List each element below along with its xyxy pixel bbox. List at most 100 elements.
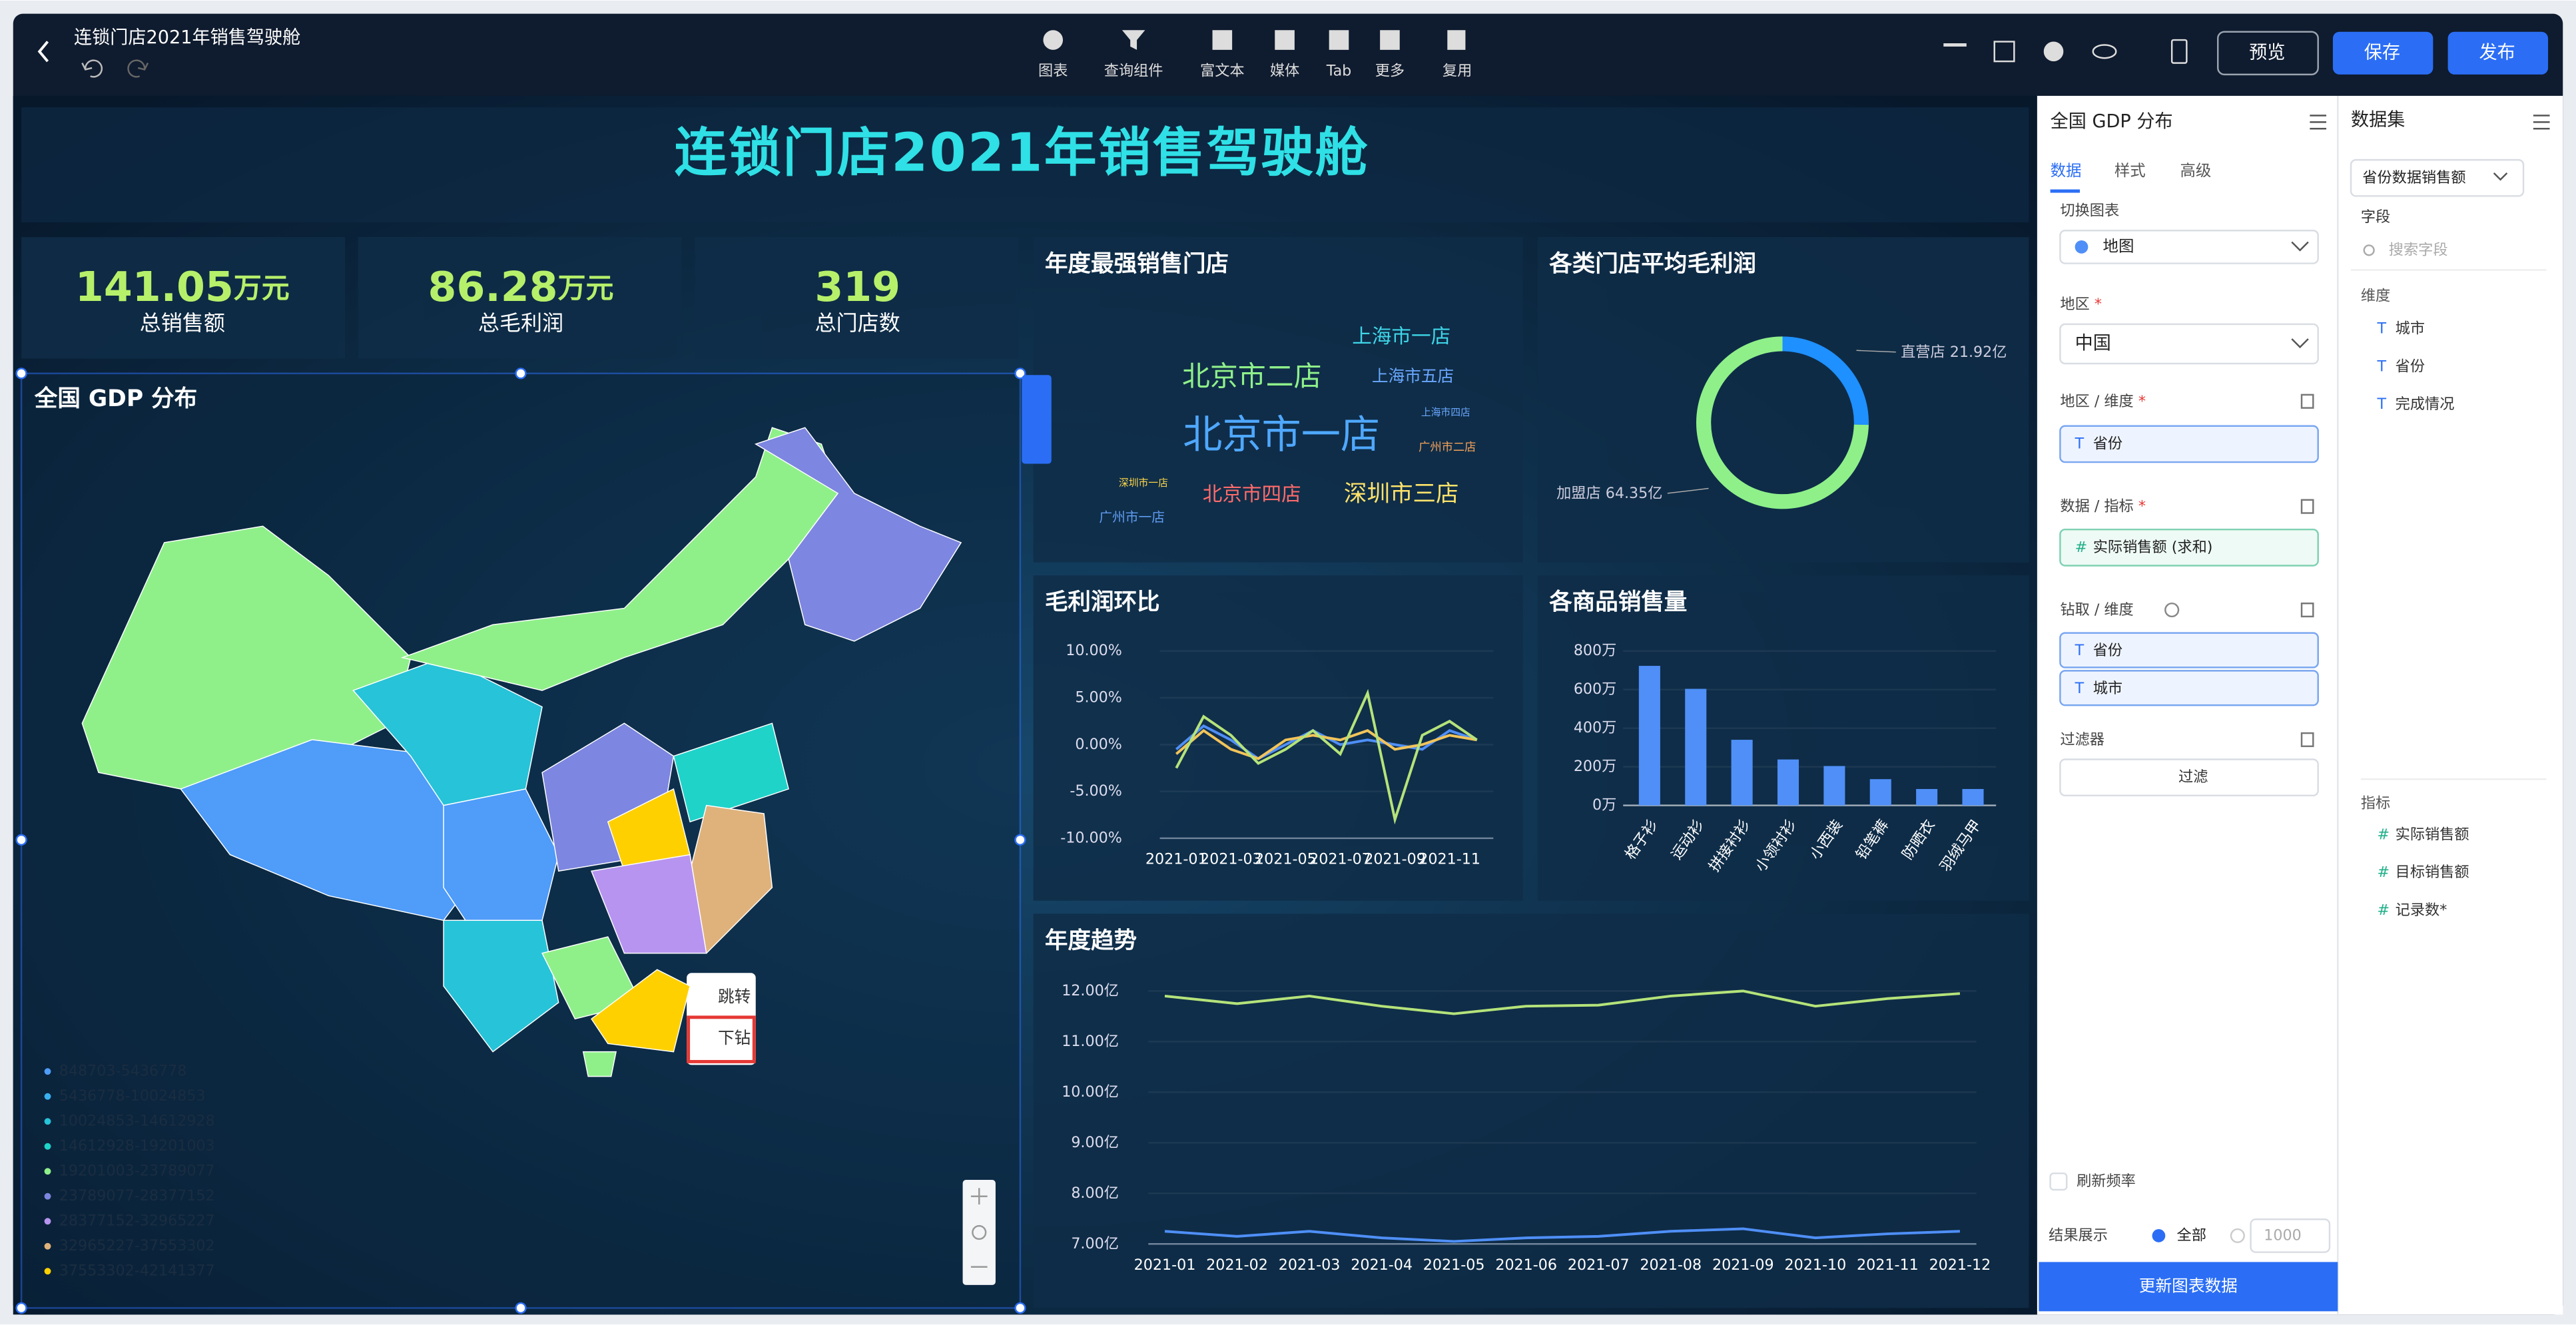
delete-icon[interactable] (2300, 499, 2314, 514)
tab[interactable]: 样式 (2114, 161, 2146, 180)
field-icon: T (2075, 642, 2085, 659)
publish-button[interactable] (2447, 31, 2549, 75)
more-icon[interactable] (1380, 30, 1400, 50)
field-label: 过滤器 (2060, 730, 2104, 748)
limit-input[interactable] (2250, 1218, 2331, 1253)
delete-icon[interactable] (2300, 394, 2314, 409)
field-name[interactable]: 记录数* (2396, 902, 2447, 919)
field-box[interactable] (2059, 632, 2319, 668)
series-line (1175, 728, 1478, 760)
menu-icons[interactable] (2310, 115, 2550, 130)
field-name[interactable]: 实际销售额 (2396, 826, 2469, 844)
menu-item[interactable]: 下钻 (718, 1028, 751, 1047)
media-icon[interactable] (1275, 30, 1295, 50)
field-name[interactable]: 城市 (2396, 320, 2425, 338)
kpi-value: 86.28万元 (428, 263, 614, 311)
back-button[interactable] (37, 41, 49, 63)
field-icon: # (2378, 902, 2390, 919)
doc-title: 连锁门店2021年销售驾驶舱 (74, 27, 300, 48)
handle[interactable] (15, 1302, 27, 1314)
kpi-card (695, 237, 1019, 359)
field-name[interactable]: 目标销售额 (2396, 864, 2469, 881)
legend-label: 28377152-32965227 (59, 1212, 215, 1230)
label-text: 切换图表 (2060, 202, 2119, 219)
hide-icon[interactable] (2092, 44, 2117, 59)
legend-dot (44, 1192, 51, 1200)
mobile-icon[interactable] (2170, 39, 2188, 64)
x-tick-label: 2021-05 (1423, 1256, 1485, 1274)
select[interactable] (2059, 323, 2319, 365)
undo-button[interactable] (81, 59, 103, 78)
province[interactable] (400, 427, 838, 691)
legend-label: 32965227-37553302 (59, 1237, 215, 1254)
slice-category: 直营店 (1901, 343, 1945, 360)
bar (1823, 766, 1845, 806)
word: 深圳市三店 (1344, 481, 1459, 507)
province[interactable] (591, 969, 691, 1053)
field-box[interactable] (2059, 670, 2319, 706)
field-box[interactable] (2059, 425, 2319, 463)
province[interactable] (591, 854, 707, 954)
handle[interactable] (15, 834, 27, 846)
redo-button[interactable] (127, 59, 149, 78)
query-icon[interactable] (1122, 30, 1145, 50)
y-tick-label: 10.00% (1066, 642, 1122, 659)
delete-icon[interactable] (2300, 732, 2314, 748)
handle[interactable] (515, 368, 527, 380)
word: 上海市四店 (1421, 407, 1470, 418)
card (1033, 914, 2029, 1308)
province[interactable] (754, 427, 962, 642)
handle[interactable] (1014, 368, 1026, 380)
field-box[interactable] (2059, 528, 2319, 567)
bar (1916, 788, 1938, 806)
handle[interactable] (15, 368, 27, 380)
legend-dot (44, 1093, 51, 1100)
dashboard-title: 连锁门店2021年销售驾驶舱 (675, 123, 1369, 184)
legend-dot (44, 1242, 51, 1250)
tool-label: 更多 (1375, 62, 1405, 79)
update-button[interactable] (2039, 1262, 2338, 1312)
series-line (1175, 688, 1478, 825)
preview-button[interactable] (2216, 31, 2319, 76)
chart-icon[interactable] (1043, 30, 1064, 50)
dataset-select[interactable] (2350, 158, 2525, 197)
button-label: 预览 (2249, 42, 2285, 63)
radio[interactable] (2152, 1229, 2166, 1242)
field-name: 省份 (2093, 435, 2122, 452)
handle[interactable] (1014, 1302, 1026, 1314)
province[interactable] (443, 920, 559, 1053)
tab[interactable]: 高级 (2180, 161, 2211, 180)
handle[interactable] (515, 1302, 527, 1314)
menu-item[interactable]: 跳转 (718, 987, 751, 1006)
tab[interactable]: 数据 (2051, 161, 2082, 180)
legend-label: 23789077-28377152 (59, 1187, 215, 1204)
field-name[interactable]: 完成情况 (2396, 396, 2455, 413)
button-label: 更新图表数据 (2139, 1276, 2238, 1295)
richtext-icon[interactable] (1212, 30, 1233, 50)
word: 广州市二店 (1419, 441, 1476, 454)
province[interactable] (673, 722, 789, 823)
reuse-icon[interactable] (1447, 30, 1466, 50)
field-label: 地区 / 维度 * (2060, 392, 2146, 409)
reset-icon[interactable] (972, 1224, 987, 1240)
select-value: 地图 (2103, 236, 2134, 255)
field-icon: # (2378, 826, 2390, 844)
select[interactable] (2059, 229, 2319, 264)
legend-label: 10024853-14612928 (59, 1113, 215, 1130)
zoom-control[interactable] (962, 1180, 996, 1285)
select-value: 中国 (2075, 333, 2111, 354)
province[interactable] (582, 1051, 617, 1077)
component-toolbar[interactable] (1022, 375, 1052, 464)
settings-icon[interactable] (1943, 43, 1967, 47)
handle[interactable] (1014, 834, 1026, 846)
layout-icon[interactable] (1993, 41, 2015, 63)
checkbox[interactable] (2049, 1172, 2068, 1191)
filter-button[interactable] (2059, 758, 2319, 797)
legend-label: 5436778-10024853 (59, 1087, 206, 1105)
tab-icon[interactable] (1329, 30, 1349, 50)
radio[interactable] (2230, 1228, 2245, 1244)
theme-icon[interactable] (2043, 41, 2064, 62)
save-button[interactable] (2332, 31, 2433, 75)
delete-icon[interactable] (2300, 602, 2314, 618)
field-name[interactable]: 省份 (2396, 358, 2425, 375)
